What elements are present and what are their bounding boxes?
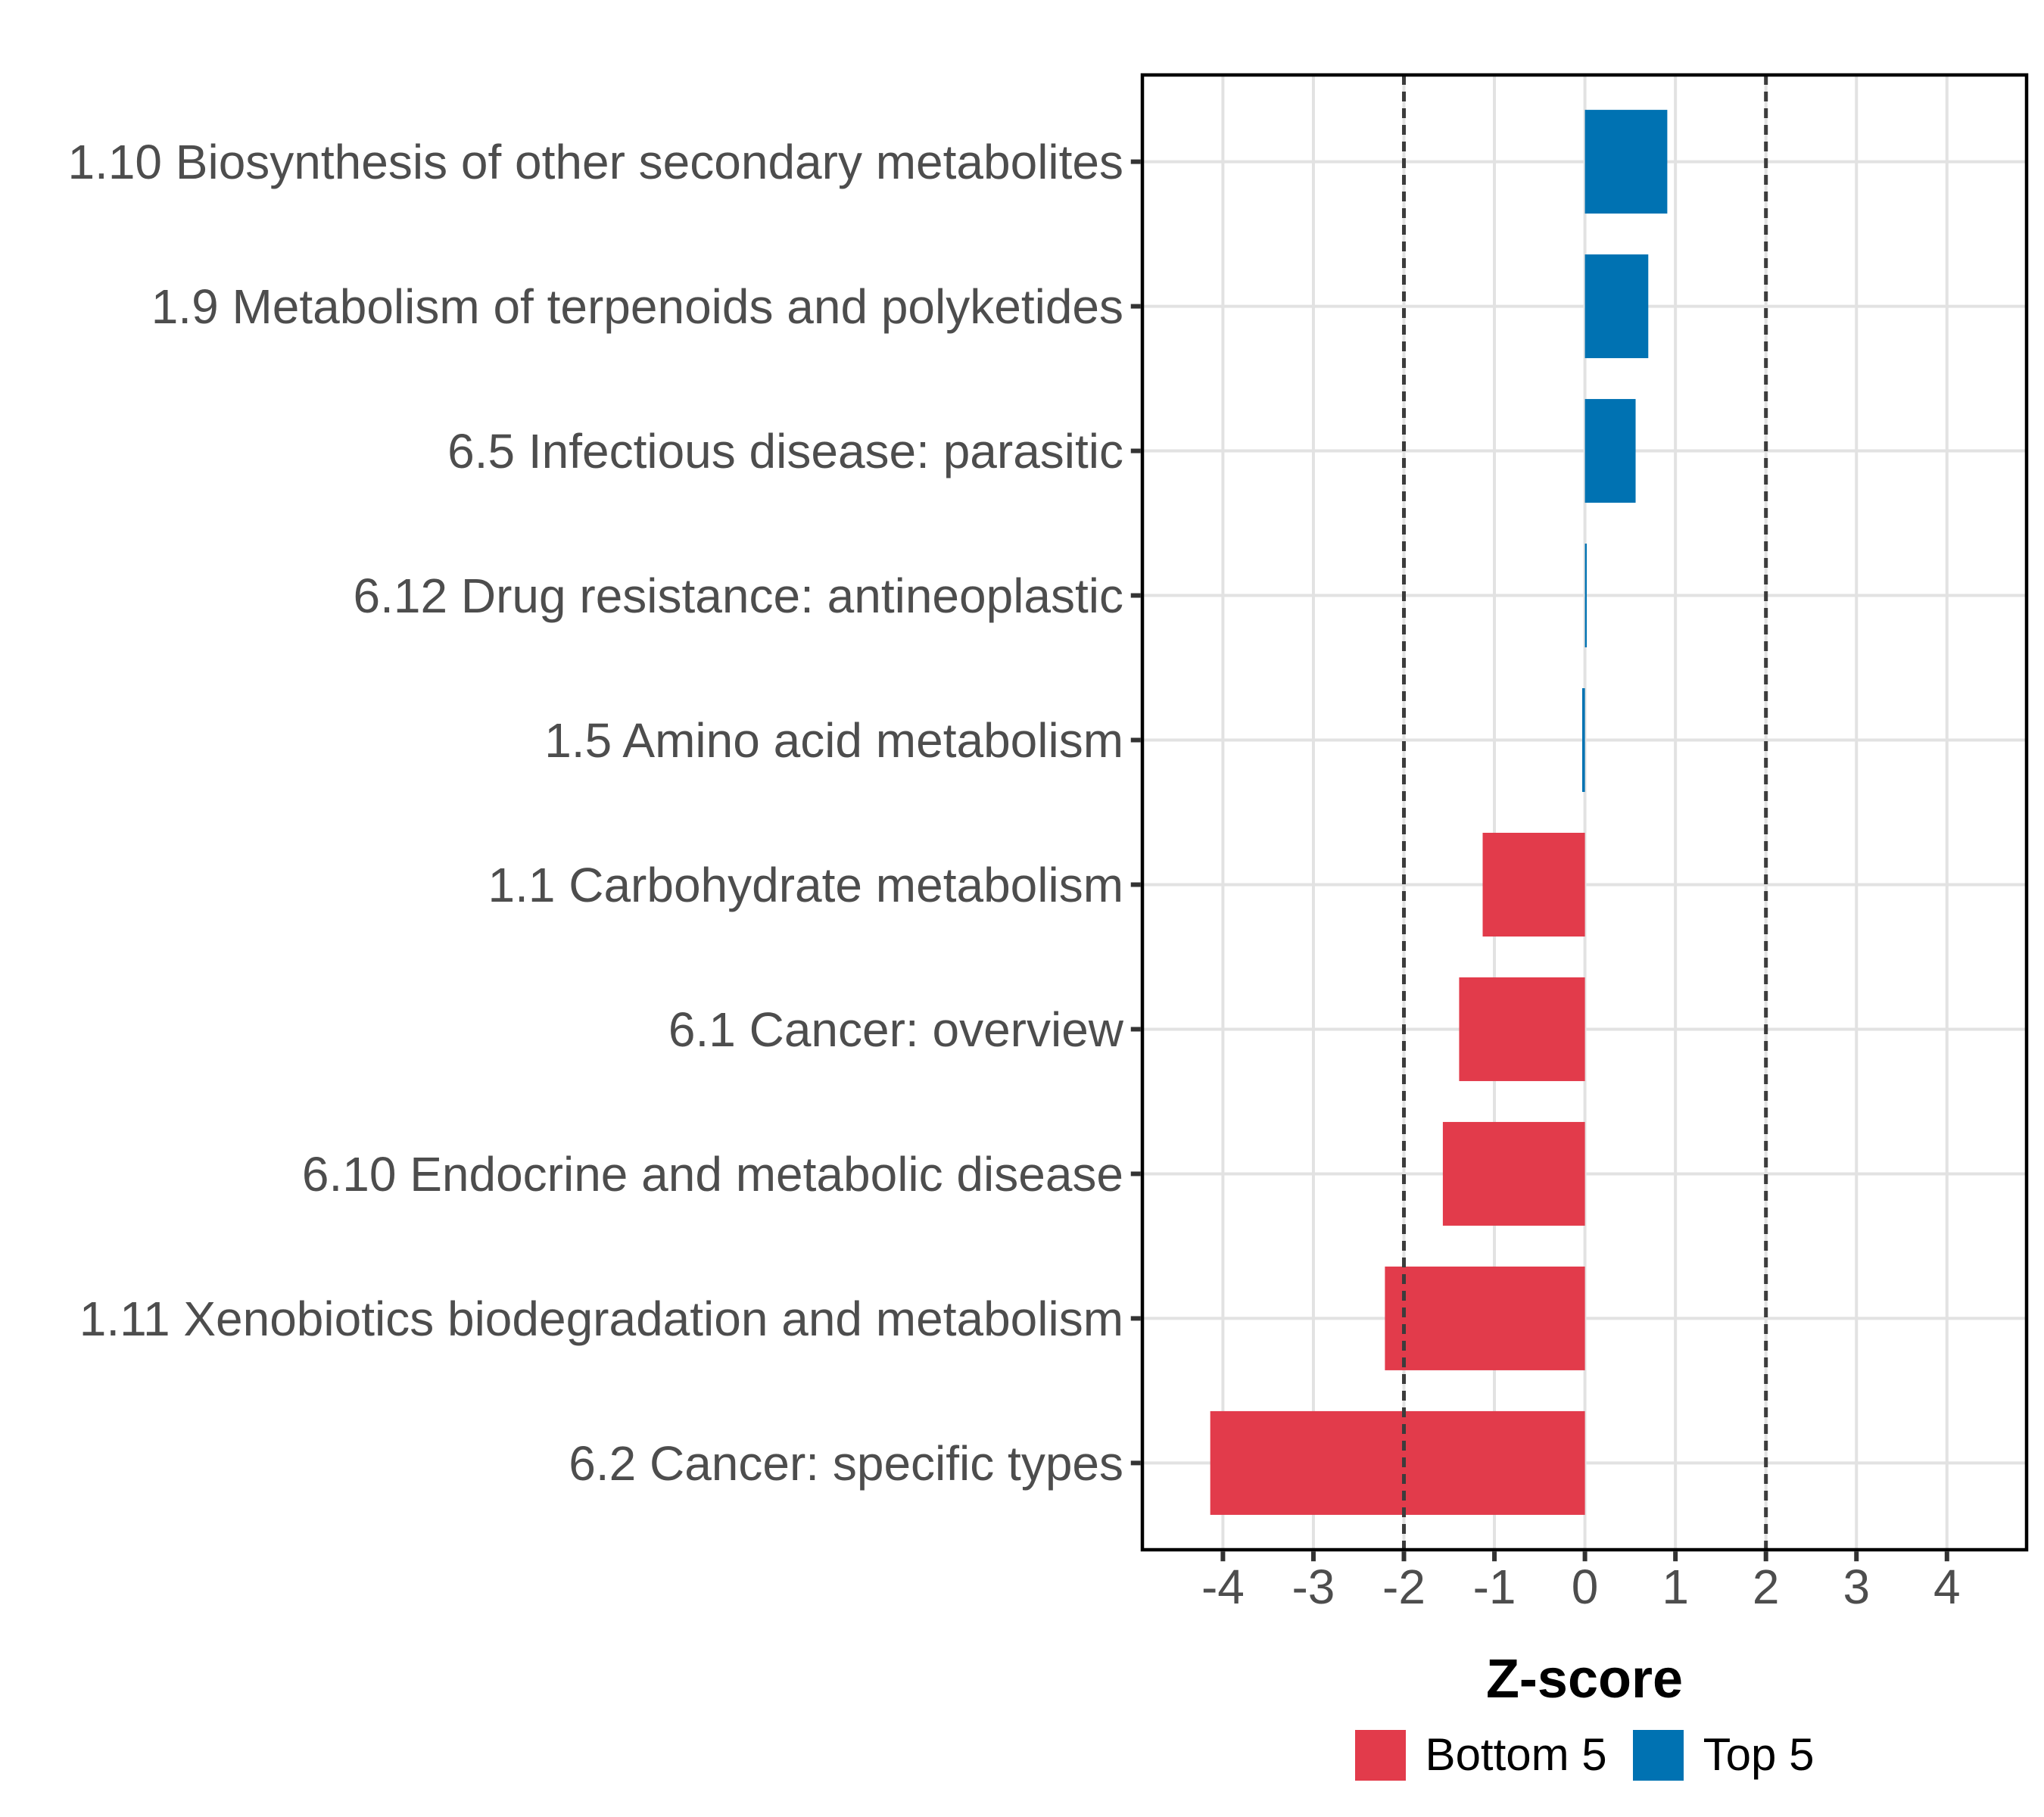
x-tick-label: 1 <box>1662 1560 1689 1614</box>
x-tick-label: -1 <box>1473 1560 1516 1614</box>
x-tick-label: 4 <box>1933 1560 1961 1614</box>
category-axis-label: 1.9 Metabolism of terpenoids and polyket… <box>151 279 1123 334</box>
bar <box>1459 977 1585 1081</box>
category-axis-label: 1.11 Xenobiotics biodegradation and meta… <box>79 1292 1123 1346</box>
legend-label: Top 5 <box>1703 1729 1815 1780</box>
legend-key-bottom5 <box>1354 1729 1406 1781</box>
x-tick-label: -3 <box>1292 1560 1335 1614</box>
x-axis-title: Z-score <box>1485 1649 1684 1709</box>
legend-item-bottom5: Bottom 5 <box>1354 1729 1607 1781</box>
bar <box>1482 832 1585 937</box>
category-axis-label: 6.10 Endocrine and metabolic disease <box>302 1147 1123 1201</box>
category-axis-label: 6.12 Drug resistance: antineoplastic <box>354 569 1123 623</box>
legend-item-top5: Top 5 <box>1632 1729 1815 1781</box>
bar <box>1210 1410 1585 1515</box>
category-axis-label: 1.5 Amino acid metabolism <box>544 713 1123 768</box>
legend-key-top5 <box>1632 1729 1684 1781</box>
category-axis-label: 1.10 Biosynthesis of other secondary met… <box>67 135 1123 189</box>
bar <box>1584 110 1668 214</box>
legend: Bottom 5 Top 5 <box>1142 1728 2027 1781</box>
category-axis-label: 6.1 Cancer: overview <box>668 1002 1124 1057</box>
legend-label: Bottom 5 <box>1425 1729 1607 1780</box>
bar <box>1385 1266 1585 1370</box>
x-tick-label: 0 <box>1572 1560 1599 1614</box>
x-tick-label: 2 <box>1753 1560 1780 1614</box>
bar <box>1584 544 1587 648</box>
x-tick-label: 3 <box>1843 1560 1870 1614</box>
bar <box>1584 399 1636 503</box>
x-tick-label: -4 <box>1201 1560 1245 1614</box>
bar <box>1582 688 1585 793</box>
category-axis-label: 1.1 Carbohydrate metabolism <box>488 858 1123 912</box>
bar <box>1442 1121 1585 1226</box>
category-axis-label: 6.5 Infectious disease: parasitic <box>447 424 1123 478</box>
bar <box>1584 254 1649 359</box>
category-axis-label: 6.2 Cancer: specific types <box>569 1436 1123 1491</box>
x-tick-label: -2 <box>1382 1560 1426 1614</box>
panel-border <box>1140 73 2029 1552</box>
